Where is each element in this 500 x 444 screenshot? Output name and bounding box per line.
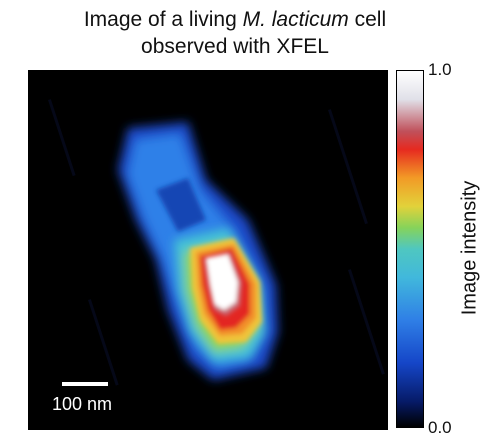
scale-bar-label: 100 nm	[52, 394, 113, 414]
intensity-colorbar	[396, 70, 424, 428]
colorbar-max-label: 1.0	[428, 60, 452, 79]
colorbar-title: Image intensity	[458, 180, 481, 316]
cell-dark-band	[156, 178, 206, 232]
cell-bright-core	[204, 252, 242, 316]
colorbar-min-label: 0.0	[428, 418, 452, 437]
scale-bar	[62, 382, 108, 386]
xfel-cell-image: 100 nm	[28, 70, 388, 430]
cell-intensity-map	[47, 99, 385, 386]
background-noise	[47, 99, 385, 386]
title-line-1: Image of a living M. lacticum cell	[83, 8, 387, 31]
species-name: M. lacticum	[242, 8, 349, 31]
title-line-2: observed with XFEL	[141, 35, 329, 58]
figure-title: Image of a living M. lacticum cell obser…	[0, 6, 470, 60]
